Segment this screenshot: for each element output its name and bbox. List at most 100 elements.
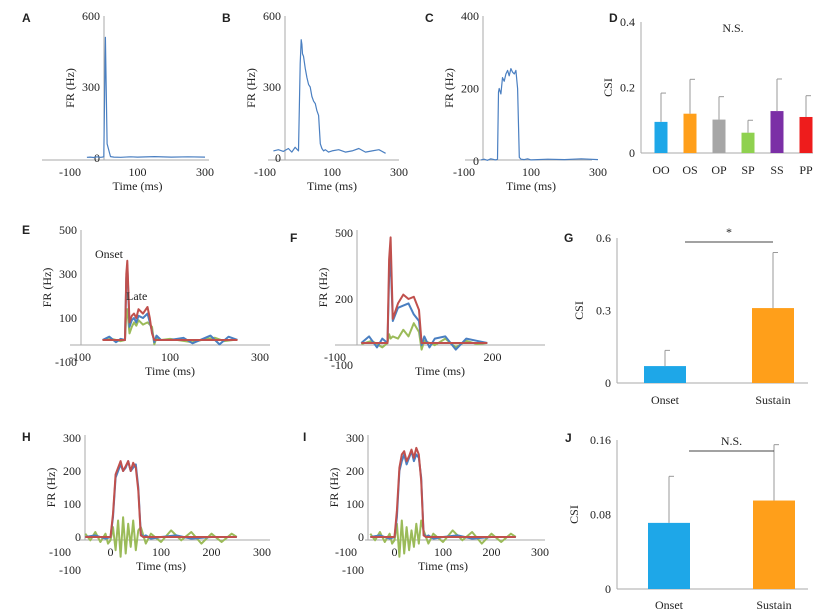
annotation-late: Late bbox=[126, 289, 147, 303]
bar-op bbox=[712, 119, 726, 153]
y-tick-label: 100 bbox=[59, 311, 77, 325]
panel-g: G 0 0.3 0.6 CSI Onset Sustain * bbox=[564, 225, 808, 407]
x-tick-label: -100 bbox=[453, 165, 475, 179]
y-axis-label: CSI bbox=[572, 301, 586, 320]
bar-ss bbox=[770, 111, 784, 153]
category-label: Onset bbox=[655, 598, 684, 612]
series-line-red bbox=[85, 460, 237, 538]
x-tick-label: -100 bbox=[49, 545, 71, 559]
y-axis-label: CSI bbox=[601, 78, 615, 97]
bar-oo bbox=[654, 121, 668, 153]
y-tick-label: 0.6 bbox=[596, 231, 611, 245]
series-line-blue bbox=[360, 258, 488, 351]
y-axis-label: FR (Hz) bbox=[442, 68, 456, 108]
category-label: Sustain bbox=[756, 598, 791, 612]
x-axis-label: Time (ms) bbox=[307, 179, 357, 193]
bar-sp bbox=[741, 132, 755, 153]
series-line-blue bbox=[86, 36, 206, 159]
y-tick-label: 0.3 bbox=[596, 304, 611, 318]
y-tick-label: 0.16 bbox=[590, 433, 611, 447]
y-axis-label: FR (Hz) bbox=[316, 268, 330, 308]
annotation-onset: Onset bbox=[95, 247, 124, 261]
x-tick-label: 100 bbox=[522, 165, 540, 179]
y-tick-label: 600 bbox=[263, 9, 281, 23]
series-line-blue bbox=[85, 460, 237, 540]
bar-onset bbox=[644, 366, 686, 383]
x-tick-label: 0 bbox=[108, 545, 114, 559]
y-tick-label: 200 bbox=[63, 464, 81, 478]
x-tick-label: 200 bbox=[483, 545, 501, 559]
y-axis-label: FR (Hz) bbox=[327, 468, 341, 508]
series-line-blue bbox=[273, 39, 386, 154]
significance-label: N.S. bbox=[721, 434, 742, 448]
y-tick-label: 0 bbox=[629, 146, 635, 160]
x-tick-label: 100 bbox=[129, 165, 147, 179]
x-tick-label: 300 bbox=[253, 545, 271, 559]
panel-j: J 0 0.08 0.16 CSI Onset Sustain N.S. bbox=[565, 431, 808, 612]
x-tick-label: 100 bbox=[161, 350, 179, 364]
panel-d: D 0 0.2 0.4 CSI OO OS OP SP SS PP N.S. bbox=[601, 11, 813, 177]
x-tick-label: -100 bbox=[324, 350, 346, 364]
y-tick-label: 300 bbox=[63, 431, 81, 445]
x-tick-label: 200 bbox=[203, 545, 221, 559]
y-tick-label: -100 bbox=[59, 563, 81, 577]
y-tick-label: 600 bbox=[82, 9, 100, 23]
x-axis-label: Time (ms) bbox=[418, 559, 468, 573]
series-line-green bbox=[84, 516, 238, 558]
y-tick-label: 300 bbox=[346, 431, 364, 445]
series-line-green bbox=[369, 519, 517, 558]
y-tick-label: 0 bbox=[75, 530, 81, 544]
y-axis-label: FR (Hz) bbox=[40, 268, 54, 308]
x-axis-label: Time (ms) bbox=[415, 364, 465, 378]
x-tick-label: 300 bbox=[589, 165, 607, 179]
y-tick-label: -100 bbox=[342, 563, 364, 577]
category-label: SP bbox=[741, 163, 755, 177]
bar-pp bbox=[799, 116, 813, 153]
category-label: SS bbox=[770, 163, 783, 177]
panel-label: J bbox=[565, 431, 572, 445]
y-tick-label: 100 bbox=[346, 497, 364, 511]
panel-label: I bbox=[303, 430, 306, 444]
y-axis-label: FR (Hz) bbox=[63, 68, 77, 108]
y-tick-label: 300 bbox=[82, 80, 100, 94]
series-line-blue bbox=[102, 264, 238, 346]
panel-label: B bbox=[222, 11, 231, 25]
y-tick-label: 0.2 bbox=[620, 81, 635, 95]
panel-label: A bbox=[22, 11, 31, 25]
x-tick-label: 300 bbox=[390, 165, 408, 179]
x-axis-label: Time (ms) bbox=[136, 559, 186, 573]
x-tick-label: 300 bbox=[251, 350, 269, 364]
x-tick-label: -100 bbox=[335, 545, 357, 559]
x-axis-label: Time (ms) bbox=[145, 364, 195, 378]
x-tick-label: 100 bbox=[323, 165, 341, 179]
y-tick-label: 400 bbox=[461, 9, 479, 23]
x-tick-label: -100 bbox=[254, 165, 276, 179]
y-tick-label: 500 bbox=[59, 223, 77, 237]
x-tick-label: 200 bbox=[484, 350, 502, 364]
y-tick-label: 0 bbox=[275, 151, 281, 165]
x-tick-label: -100 bbox=[69, 350, 91, 364]
category-label: Onset bbox=[651, 393, 680, 407]
panel-c: C 0 200 400 -100 100 300 Time (ms) FR (Hz) bbox=[425, 9, 607, 193]
y-tick-label: -100 bbox=[55, 355, 77, 369]
y-tick-label: 200 bbox=[346, 464, 364, 478]
panel-label: E bbox=[22, 223, 30, 237]
y-tick-label: 300 bbox=[59, 267, 77, 281]
bar-onset bbox=[648, 522, 690, 589]
significance-label: * bbox=[726, 225, 732, 239]
x-axis-label: Time (ms) bbox=[506, 179, 556, 193]
panel-a: A 0 300 600 -100 100 300 Time (ms) FR (Hz) bbox=[22, 9, 214, 193]
y-tick-label: 200 bbox=[335, 292, 353, 306]
significance-label: N.S. bbox=[722, 21, 743, 35]
x-tick-label: 300 bbox=[531, 545, 549, 559]
y-tick-label: 0 bbox=[473, 154, 479, 168]
x-tick-label: 100 bbox=[152, 545, 170, 559]
y-tick-label: 0.08 bbox=[590, 508, 611, 522]
y-axis-label: CSI bbox=[567, 505, 581, 524]
series-line-red bbox=[370, 446, 516, 538]
y-tick-label: 0.4 bbox=[620, 15, 635, 29]
series-line-red bbox=[361, 236, 488, 344]
x-tick-label: 0 bbox=[392, 545, 398, 559]
y-tick-label: 100 bbox=[63, 497, 81, 511]
